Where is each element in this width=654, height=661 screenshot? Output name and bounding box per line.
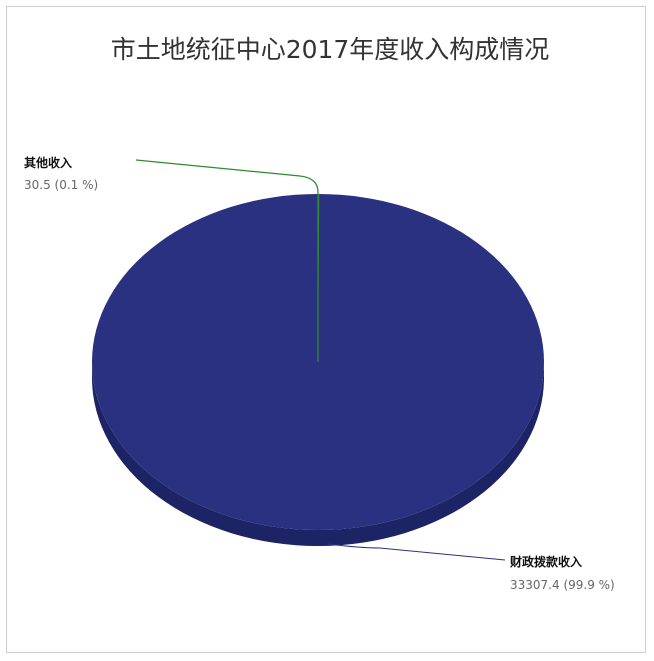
slice-value-fiscal: 33307.4 (99.9 %) bbox=[510, 578, 615, 592]
slice-value-other: 30.5 (0.1 %) bbox=[24, 178, 98, 192]
leader-line-fiscal bbox=[327, 543, 506, 561]
leader-line-other bbox=[135, 159, 319, 362]
slice-label-other: 其他收入 bbox=[24, 155, 72, 170]
chart-title: 市土地统征中心2017年度收入构成情况 bbox=[111, 35, 550, 64]
slice-label-fiscal: 财政拨款收入 bbox=[509, 554, 582, 569]
